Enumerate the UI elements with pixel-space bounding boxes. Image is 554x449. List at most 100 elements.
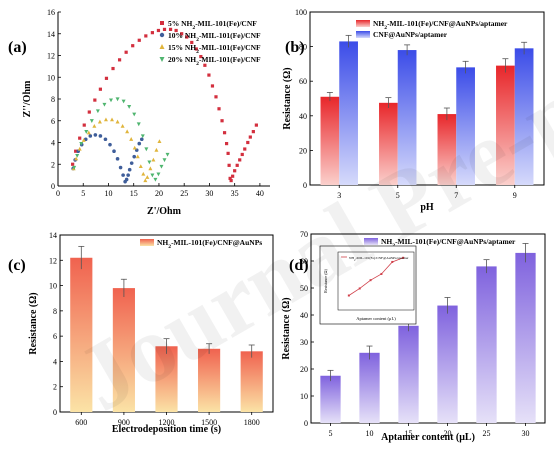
- a-point: [140, 134, 145, 139]
- b-legend-swatch: [356, 31, 370, 38]
- a-point: [75, 153, 80, 158]
- d-plot-frame: [310, 233, 546, 424]
- a-point: [228, 176, 232, 180]
- panel-c-label: (c): [8, 257, 26, 274]
- b-bar: [320, 96, 340, 185]
- a-xtick-label: 20: [155, 189, 163, 198]
- a-point: [78, 136, 82, 140]
- d-inset-point: [380, 272, 383, 275]
- a-point: [162, 158, 167, 163]
- a-point: [109, 98, 113, 103]
- a-point: [168, 27, 173, 31]
- panel-b-label: (b): [285, 39, 305, 56]
- b-bar: [437, 114, 457, 185]
- a-point: [231, 174, 235, 178]
- d-xtick-label: 30: [522, 429, 530, 438]
- a-point: [126, 173, 130, 177]
- a-point: [153, 177, 158, 182]
- a-point: [97, 119, 102, 124]
- a-ytick-label: 10: [47, 73, 55, 82]
- b-ytick-label: 80: [299, 43, 307, 52]
- a-point: [248, 135, 252, 139]
- a-point: [143, 178, 148, 183]
- b-x-axis-label: pH: [420, 202, 434, 213]
- c-legend-swatch: [140, 239, 154, 246]
- b-ytick-label: 100: [295, 8, 307, 17]
- a-xtick-label: 25: [180, 189, 188, 198]
- c-bar: [198, 348, 221, 412]
- a-point: [150, 173, 155, 178]
- a-point: [180, 32, 184, 36]
- a-xtick-label: 15: [130, 189, 138, 198]
- c-xtick-label: 900: [118, 418, 130, 427]
- a-point: [162, 27, 167, 31]
- a-point: [240, 152, 244, 157]
- a-point: [129, 137, 134, 141]
- a-point: [111, 66, 115, 71]
- d-bar: [398, 325, 419, 423]
- c-xtick-label: 1500: [201, 418, 217, 427]
- c-bar: [240, 351, 263, 412]
- a-ytick-label: 4: [51, 139, 55, 148]
- a-point: [121, 173, 125, 177]
- d-ytick-label: 20: [300, 365, 308, 374]
- a-point: [185, 35, 189, 39]
- a-legend-marker: [159, 57, 165, 62]
- a-xtick-label: 5: [81, 189, 85, 198]
- a-point: [217, 107, 221, 111]
- d-inset-plot-frame: [337, 251, 415, 311]
- a-point: [124, 50, 128, 54]
- d-bar: [320, 375, 341, 423]
- a-point: [141, 171, 146, 176]
- a-point: [88, 134, 93, 138]
- c-ytick-label: 14: [49, 231, 57, 240]
- a-point: [129, 161, 134, 165]
- a-point: [93, 133, 98, 137]
- a-point: [118, 165, 123, 170]
- b-bar: [514, 48, 534, 185]
- a-point: [194, 47, 198, 51]
- c-bar: [70, 257, 93, 412]
- b-bar: [496, 65, 515, 185]
- c-ytick-label: 8: [53, 307, 57, 316]
- b-xtick-label: 7: [454, 191, 458, 200]
- d-ytick-label: 60: [300, 257, 308, 266]
- a-point: [74, 149, 78, 153]
- d-ytick-label: 70: [300, 230, 308, 239]
- a-point: [137, 38, 141, 42]
- a-xtick-label: 30: [205, 189, 213, 198]
- d-bar: [476, 266, 497, 423]
- d-inset-point: [369, 279, 372, 282]
- a-point: [207, 73, 211, 77]
- a-point: [81, 138, 86, 142]
- a-point: [98, 134, 103, 138]
- a-point: [203, 63, 207, 67]
- a-point: [127, 105, 132, 109]
- a-point: [115, 97, 120, 102]
- panel-a-label: (a): [8, 39, 27, 56]
- a-point: [82, 123, 86, 127]
- a-point: [93, 98, 97, 102]
- a-point: [251, 130, 255, 134]
- a-legend-marker: [159, 44, 165, 49]
- c-ytick-label: 12: [49, 256, 57, 265]
- a-point: [174, 28, 178, 33]
- a-point: [227, 163, 231, 167]
- a-point: [156, 172, 161, 177]
- b-xtick-label: 9: [513, 191, 517, 200]
- c-legend-label: NH2-MIL-101(Fe)/CNF@AuNPs: [157, 238, 262, 250]
- a-point: [104, 76, 109, 80]
- a-point: [117, 58, 122, 62]
- a-point: [220, 119, 224, 123]
- a-point: [77, 146, 82, 151]
- a-point: [157, 139, 162, 144]
- c-bar: [155, 346, 178, 412]
- d-legend-swatch: [364, 238, 378, 245]
- a-point: [144, 34, 148, 38]
- c-xtick-label: 600: [75, 418, 87, 427]
- a-point: [120, 123, 125, 128]
- a-ytick-label: 16: [47, 8, 55, 17]
- d-bar: [359, 352, 380, 423]
- d-inset-line: [348, 257, 404, 296]
